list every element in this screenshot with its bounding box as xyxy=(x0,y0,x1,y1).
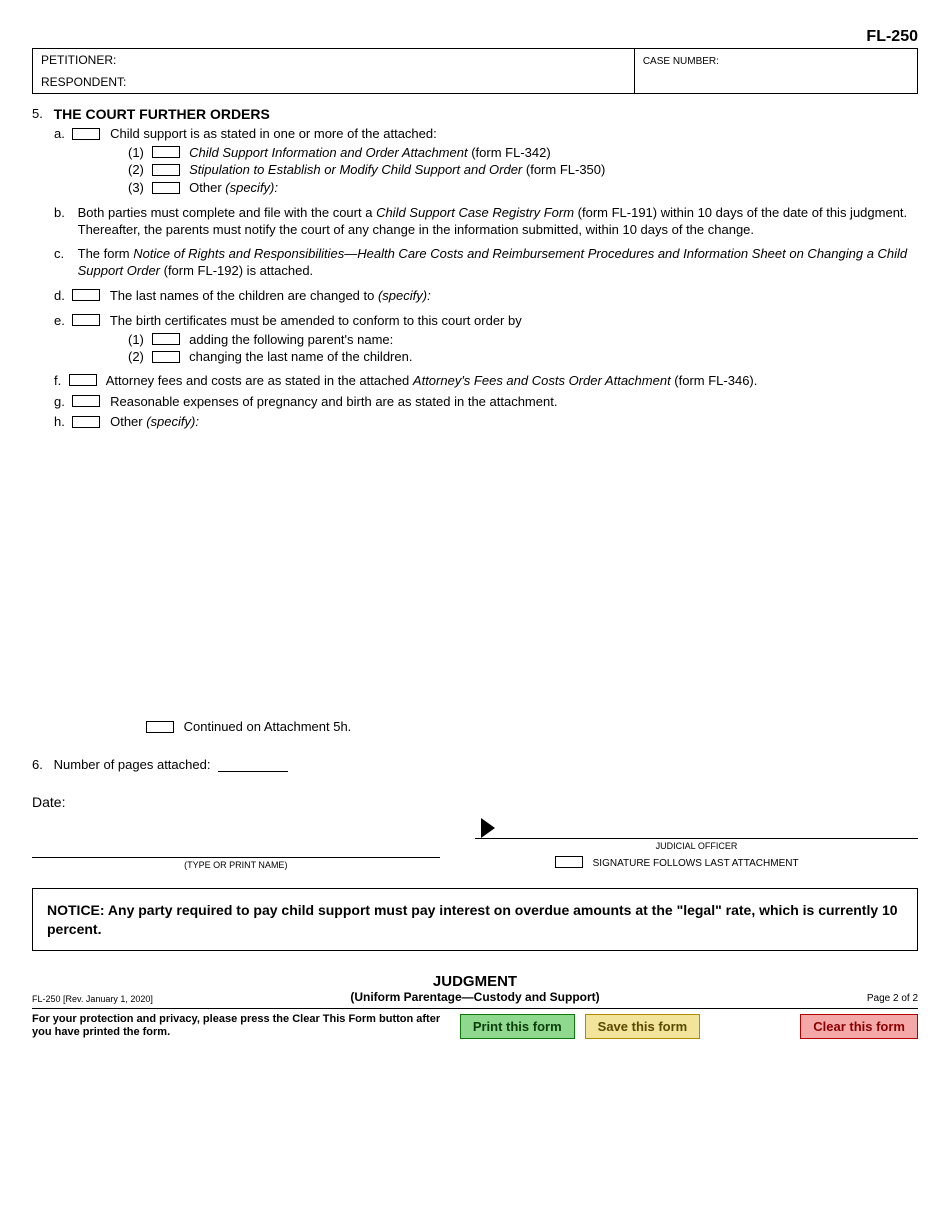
text-5f-italic: Attorney's Fees and Costs Order Attachme… xyxy=(413,373,671,388)
item-5f: f. Attorney fees and costs are as stated… xyxy=(54,373,918,390)
item-5e1: (1) adding the following parent's name: xyxy=(128,332,918,348)
petitioner-label: PETITIONER: xyxy=(41,53,116,67)
letter-5a: a. xyxy=(54,126,65,141)
checkbox-5e2[interactable] xyxy=(152,351,180,363)
text-5d: The last names of the children are chang… xyxy=(110,288,378,303)
letter-5h: h. xyxy=(54,414,65,429)
section-6: 6. Number of pages attached: xyxy=(32,757,918,772)
checkbox-5f[interactable] xyxy=(69,374,97,386)
letter-5e: e. xyxy=(54,313,65,328)
checkbox-5e1[interactable] xyxy=(152,333,180,345)
footer-page: Page 2 of 2 xyxy=(657,993,918,1004)
name-signature-line[interactable] xyxy=(32,857,440,858)
footer-revision: FL-250 [Rev. January 1, 2020] xyxy=(32,994,293,1004)
header-table: PETITIONER: CASE NUMBER: RESPONDENT: xyxy=(32,48,918,94)
officer-caption: JUDICIAL OFFICER xyxy=(475,841,918,851)
text-5a: Child support is as stated in one or mor… xyxy=(110,126,437,141)
text-5e: The birth certificates must be amended t… xyxy=(110,313,522,328)
item-5a1: (1) Child Support Information and Order … xyxy=(128,145,918,161)
num-5a3: (3) xyxy=(128,180,144,195)
clear-button[interactable]: Clear this form xyxy=(800,1014,918,1039)
item-5a: a. Child support is as stated in one or … xyxy=(54,126,918,143)
date-label: Date: xyxy=(32,794,918,810)
num-5a2: (2) xyxy=(128,162,144,177)
checkbox-5d[interactable] xyxy=(72,289,100,301)
num-5e2: (2) xyxy=(128,349,144,364)
text-5h: Other xyxy=(110,414,146,429)
name-caption: (TYPE OR PRINT NAME) xyxy=(32,860,440,870)
item-5a3: (3) Other (specify): xyxy=(128,180,918,196)
checkbox-5a2[interactable] xyxy=(152,164,180,176)
checkbox-5a[interactable] xyxy=(72,128,100,140)
item-5d: d. The last names of the children are ch… xyxy=(54,288,918,305)
pages-attached-line[interactable] xyxy=(218,771,288,772)
item-5h: h. Other (specify): xyxy=(54,414,918,431)
form-number: FL-250 xyxy=(32,28,918,46)
section-6-number: 6. xyxy=(32,757,50,772)
checkbox-5g[interactable] xyxy=(72,395,100,407)
text-5b-pre: Both parties must complete and file with… xyxy=(78,205,376,220)
notice-box: NOTICE: Any party required to pay child … xyxy=(32,888,918,950)
checkbox-5e[interactable] xyxy=(72,314,100,326)
section-6-text: Number of pages attached: xyxy=(54,757,211,772)
item-5b: b. Both parties must complete and file w… xyxy=(54,204,918,239)
text-5c-pre: The form xyxy=(78,246,134,261)
signature-follows-text: SIGNATURE FOLLOWS LAST ATTACHMENT xyxy=(593,858,799,869)
section-5-number: 5. xyxy=(32,106,50,121)
letter-5b: b. xyxy=(54,204,74,222)
checkbox-continued-5h[interactable] xyxy=(146,721,174,733)
item-5a2: (2) Stipulation to Establish or Modify C… xyxy=(128,162,918,178)
footer: FL-250 [Rev. January 1, 2020] JUDGMENT (… xyxy=(32,973,918,1039)
letter-5f: f. xyxy=(54,373,61,388)
text-5f-post: (form FL-346). xyxy=(671,373,758,388)
item-5e2: (2) changing the last name of the childr… xyxy=(128,349,918,365)
text-continued-5h: Continued on Attachment 5h. xyxy=(184,719,352,734)
checkbox-5a1[interactable] xyxy=(152,146,180,158)
respondent-label: RESPONDENT: xyxy=(41,75,126,89)
signature-row: (TYPE OR PRINT NAME) JUDICIAL OFFICER SI… xyxy=(32,838,918,871)
print-button[interactable]: Print this form xyxy=(460,1014,575,1039)
save-button[interactable]: Save this form xyxy=(585,1014,701,1039)
text-5a3: Other xyxy=(189,180,225,195)
num-5e1: (1) xyxy=(128,332,144,347)
section-5-title: THE COURT FURTHER ORDERS xyxy=(54,106,270,122)
section-5: 5. THE COURT FURTHER ORDERS a. Child sup… xyxy=(32,106,918,735)
letter-5d: d. xyxy=(54,288,65,303)
footer-title: JUDGMENT xyxy=(293,973,658,990)
checkbox-signature-follows[interactable] xyxy=(555,856,583,868)
footer-note: For your protection and privacy, please … xyxy=(32,1013,460,1039)
item-5e: e. The birth certificates must be amende… xyxy=(54,313,918,330)
text-5e2: changing the last name of the children. xyxy=(189,349,412,364)
text-5a1-italic: Child Support Information and Order Atta… xyxy=(189,145,467,160)
spec-5a3: (specify): xyxy=(225,180,278,195)
signature-arrow-icon xyxy=(481,818,495,838)
letter-5c: c. xyxy=(54,245,74,263)
spec-5h: (specify): xyxy=(146,414,199,429)
continued-5h: Continued on Attachment 5h. xyxy=(142,719,918,735)
item-5g: g. Reasonable expenses of pregnancy and … xyxy=(54,394,918,411)
checkbox-5a3[interactable] xyxy=(152,182,180,194)
text-5e1: adding the following parent's name: xyxy=(189,332,393,347)
footer-subtitle: (Uniform Parentage—Custody and Support) xyxy=(293,990,658,1004)
text-5g: Reasonable expenses of pregnancy and bir… xyxy=(110,394,557,409)
officer-signature-line[interactable] xyxy=(475,838,918,839)
case-number-label: CASE NUMBER: xyxy=(643,56,719,67)
text-5a2-italic: Stipulation to Establish or Modify Child… xyxy=(189,162,522,177)
text-5a1-post: (form FL-342) xyxy=(468,145,551,160)
checkbox-5h[interactable] xyxy=(72,416,100,428)
text-5b-italic: Child Support Case Registry Form xyxy=(376,205,574,220)
text-5a2-post: (form FL-350) xyxy=(522,162,605,177)
letter-5g: g. xyxy=(54,394,65,409)
num-5a1: (1) xyxy=(128,145,144,160)
text-5c-post: (form FL-192) is attached. xyxy=(160,263,313,278)
item-5c: c. The form Notice of Rights and Respons… xyxy=(54,245,918,280)
spec-5d: (specify): xyxy=(378,288,431,303)
text-5f-pre: Attorney fees and costs are as stated in… xyxy=(106,373,413,388)
